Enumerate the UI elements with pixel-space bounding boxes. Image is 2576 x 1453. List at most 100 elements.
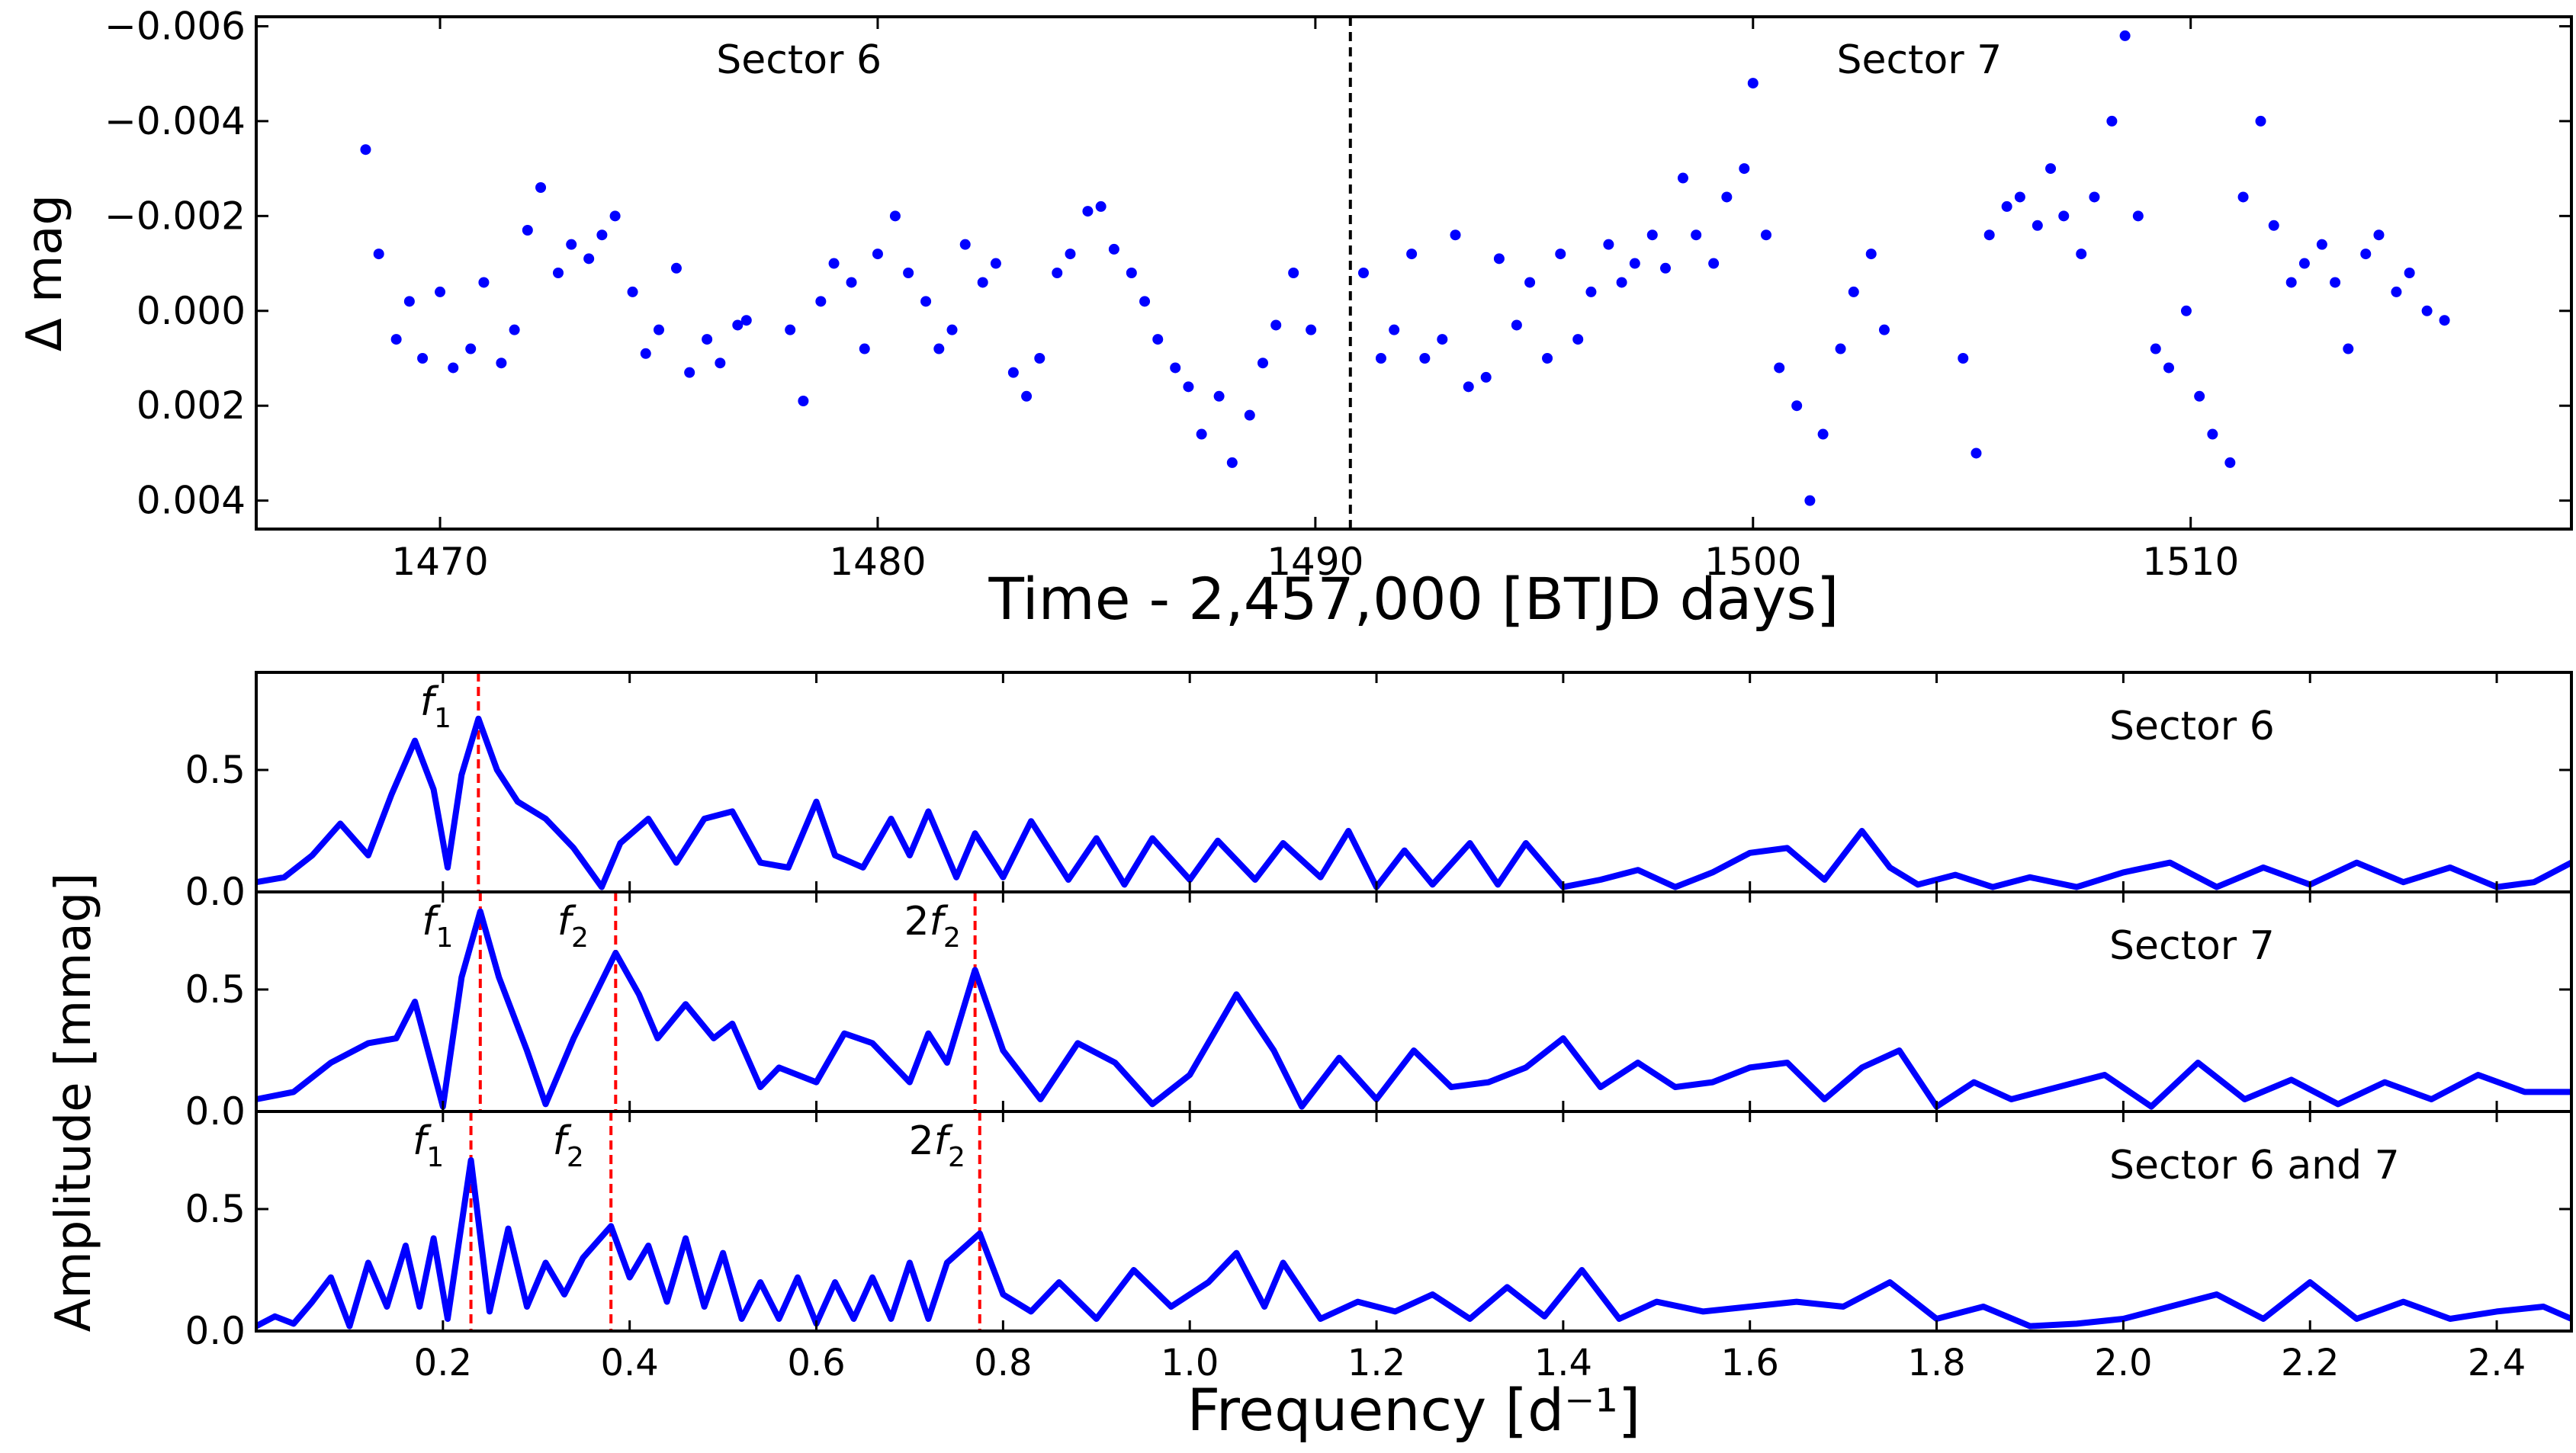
y-tick-label: 0.0 — [185, 1309, 246, 1353]
data-point — [2421, 305, 2433, 316]
data-point — [1034, 353, 1045, 364]
data-point — [1437, 334, 1448, 345]
y-tick-label: −0.004 — [104, 99, 246, 143]
data-point — [1450, 229, 1461, 241]
data-point — [1629, 258, 1640, 269]
frequency-marker-subscript: 2 — [567, 1142, 584, 1173]
data-point — [1958, 353, 1969, 364]
light-curve-y-ticks: −0.006 −0.004 −0.002 0.000 0.002 0.004 — [104, 4, 2571, 523]
data-point — [1493, 253, 1505, 265]
data-point — [684, 367, 695, 378]
periodogram-sector-6: 0.00.5f1 — [185, 671, 2573, 914]
data-point — [815, 296, 827, 307]
amplitude-curve — [255, 1157, 2573, 1330]
data-point — [1878, 324, 1890, 335]
x-tick-label: 0.4 — [601, 1342, 659, 1384]
data-point — [2268, 220, 2279, 231]
data-point — [1747, 78, 1759, 89]
data-point — [1865, 249, 1877, 260]
data-point — [435, 286, 446, 297]
y-tick-label: 0.004 — [137, 479, 246, 523]
data-point — [2058, 210, 2070, 222]
data-point — [2106, 115, 2118, 127]
frequency-marker-subscript: 1 — [434, 703, 451, 734]
data-point — [1817, 428, 1829, 440]
data-point — [1288, 268, 1299, 278]
data-point — [2207, 428, 2218, 440]
data-point — [959, 239, 971, 250]
data-point — [1971, 447, 1982, 459]
data-point — [1804, 495, 1816, 506]
frequency-x-ticks: 0.2 0.4 0.6 0.8 1.0 1.2 1.4 1.6 1.8 2.0 2.2 2.4 — [414, 1342, 2526, 1384]
data-point — [522, 225, 533, 236]
frequency-marker-subscript: 2 — [948, 1142, 965, 1173]
periodogram-sector-6-and-7: 0.00.5f1 f2 2f2 — [185, 1110, 2573, 1353]
data-point — [828, 258, 840, 269]
x-tick-label: 1510 — [2142, 540, 2239, 584]
data-point — [2373, 229, 2385, 241]
data-point — [2360, 249, 2372, 260]
y-tick-label: 0.5 — [185, 1187, 246, 1231]
data-point — [1358, 268, 1369, 278]
data-point — [1270, 319, 1282, 331]
data-point — [1419, 353, 1431, 364]
data-point — [1739, 163, 1750, 175]
x-tick-label: 1.0 — [1161, 1342, 1219, 1384]
sector-6-panel-label: Sector 6 — [2109, 704, 2275, 749]
sector-7-label: Sector 7 — [1836, 37, 2002, 83]
data-point — [2150, 343, 2161, 354]
data-point — [977, 277, 988, 288]
data-point — [1791, 400, 1803, 412]
data-point — [1170, 362, 1181, 374]
data-point — [1389, 324, 1400, 335]
frequency-marker-subscript: 2 — [943, 922, 961, 954]
y-tick-label: 0.5 — [185, 967, 246, 1012]
data-point — [1774, 362, 1785, 374]
data-point — [1108, 243, 1119, 255]
y-tick-label: −0.002 — [104, 194, 246, 238]
data-point — [1708, 258, 1720, 269]
y-tick-label: 0.5 — [185, 748, 246, 792]
data-point — [509, 324, 520, 335]
data-point — [1983, 229, 1995, 241]
data-point — [889, 210, 901, 222]
data-point — [2180, 305, 2192, 316]
data-point — [1524, 277, 1536, 288]
data-point — [1677, 172, 1688, 184]
data-point — [654, 324, 664, 335]
light-curve-panel: 1470 1480 1490 1500 1510 −0.006 −0.004 −0.002 0… — [17, 4, 2573, 633]
x-tick-label: 1500 — [1704, 540, 1801, 584]
data-point — [1835, 343, 1846, 354]
data-point — [478, 277, 490, 288]
periodogram-panels: 0.00.5f1 0.00.5f1 f2 2f2 0.00.5f1 f2 2f2 0.2… — [46, 671, 2573, 1444]
data-point — [1572, 334, 1584, 345]
light-curve-x-ticks: 1470 1480 1490 1500 1510 — [391, 17, 2239, 584]
sector-6-label: Sector 6 — [716, 37, 882, 83]
frequency-marker-subscript: 2 — [571, 922, 589, 954]
y-tick-label: 0.0 — [185, 870, 246, 914]
x-tick-label: 0.2 — [414, 1342, 472, 1384]
data-point — [596, 229, 608, 241]
data-point — [403, 296, 415, 307]
data-point — [798, 396, 809, 406]
data-point — [553, 268, 564, 278]
data-point — [1183, 381, 1194, 393]
data-point — [1691, 229, 1702, 241]
data-point — [609, 210, 621, 222]
data-point — [583, 253, 595, 265]
data-point — [1585, 286, 1597, 297]
x-tick-label: 2.0 — [2094, 1342, 2152, 1384]
data-point — [990, 258, 1001, 269]
data-point — [1721, 191, 1733, 203]
data-point — [2032, 220, 2043, 231]
x-tick-label: 2.4 — [2468, 1342, 2526, 1384]
data-point — [566, 239, 577, 250]
data-point — [702, 334, 713, 345]
data-point — [872, 249, 883, 260]
data-point — [1646, 229, 1658, 241]
x-tick-label: 0.6 — [787, 1342, 845, 1384]
x-tick-label: 1490 — [1267, 540, 1363, 584]
sector-7-panel-label: Sector 7 — [2109, 923, 2275, 969]
data-point — [732, 319, 744, 331]
data-point — [933, 343, 945, 354]
